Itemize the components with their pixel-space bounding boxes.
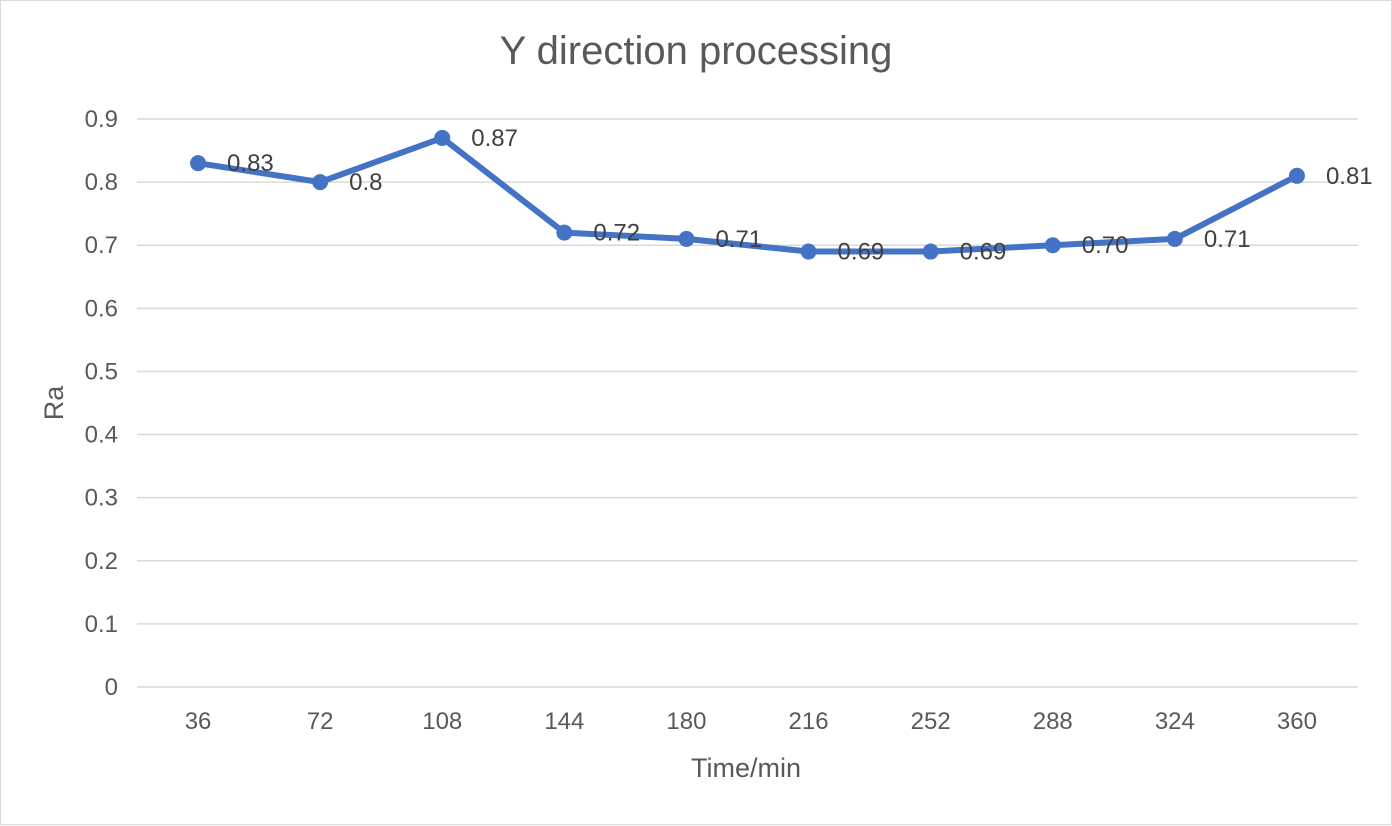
data-label: 0.81 bbox=[1326, 163, 1373, 190]
data-label: 0.69 bbox=[838, 239, 885, 266]
y-tick-label: 0.5 bbox=[85, 358, 118, 385]
data-label: 0.72 bbox=[593, 220, 640, 247]
data-point bbox=[434, 129, 451, 146]
y-axis-ticks: 0 0.1 0.2 0.3 0.4 0.5 0.6 0.7 0.8 0.9 bbox=[85, 106, 118, 701]
y-tick-label: 0.9 bbox=[85, 106, 118, 133]
data-label: 0.87 bbox=[471, 125, 518, 152]
x-tick-label: 324 bbox=[1155, 708, 1195, 735]
y-tick-label: 0.4 bbox=[85, 422, 118, 449]
x-tick-label: 360 bbox=[1277, 708, 1317, 735]
x-tick-label: 144 bbox=[544, 708, 584, 735]
y-tick-label: 0 bbox=[105, 674, 118, 701]
x-tick-label: 252 bbox=[911, 708, 951, 735]
y-tick-label: 0.2 bbox=[85, 548, 118, 575]
y-axis-label: Ra bbox=[39, 385, 69, 420]
gridlines bbox=[137, 118, 1358, 688]
data-point bbox=[1166, 230, 1183, 247]
data-point bbox=[556, 224, 573, 241]
y-tick-label: 0.1 bbox=[85, 611, 118, 638]
series-ra bbox=[190, 129, 1305, 260]
y-tick-label: 0.6 bbox=[85, 295, 118, 322]
chart-title: Y direction processing bbox=[500, 29, 893, 73]
x-tick-label: 216 bbox=[789, 708, 829, 735]
series-line bbox=[195, 134, 1300, 255]
data-point bbox=[678, 230, 695, 247]
data-point bbox=[922, 243, 939, 260]
data-label: 0.70 bbox=[1082, 232, 1129, 259]
x-tick-label: 36 bbox=[185, 708, 212, 735]
data-labels: 0.83 0.8 0.87 0.72 0.71 0.69 0.69 0.70 0.71 0.81 bbox=[227, 125, 1373, 266]
x-tick-label: 72 bbox=[307, 708, 334, 735]
y-tick-label: 0.8 bbox=[85, 169, 118, 196]
x-tick-label: 180 bbox=[666, 708, 706, 735]
data-label: 0.69 bbox=[960, 239, 1007, 266]
data-label: 0.8 bbox=[349, 169, 382, 196]
data-point bbox=[190, 155, 207, 172]
data-point bbox=[800, 243, 817, 260]
data-point bbox=[1288, 167, 1305, 184]
x-axis-ticks: 36 72 108 144 180 216 252 288 324 360 bbox=[185, 708, 1317, 735]
data-label: 0.71 bbox=[1204, 226, 1251, 253]
x-tick-label: 108 bbox=[422, 708, 462, 735]
x-tick-label: 288 bbox=[1033, 708, 1073, 735]
data-point bbox=[1044, 237, 1061, 254]
data-label: 0.71 bbox=[715, 226, 762, 253]
data-point bbox=[312, 174, 329, 191]
x-axis-label: Time/min bbox=[691, 753, 801, 783]
data-label: 0.83 bbox=[227, 150, 274, 177]
y-tick-label: 0.3 bbox=[85, 485, 118, 512]
y-tick-label: 0.7 bbox=[85, 232, 118, 259]
